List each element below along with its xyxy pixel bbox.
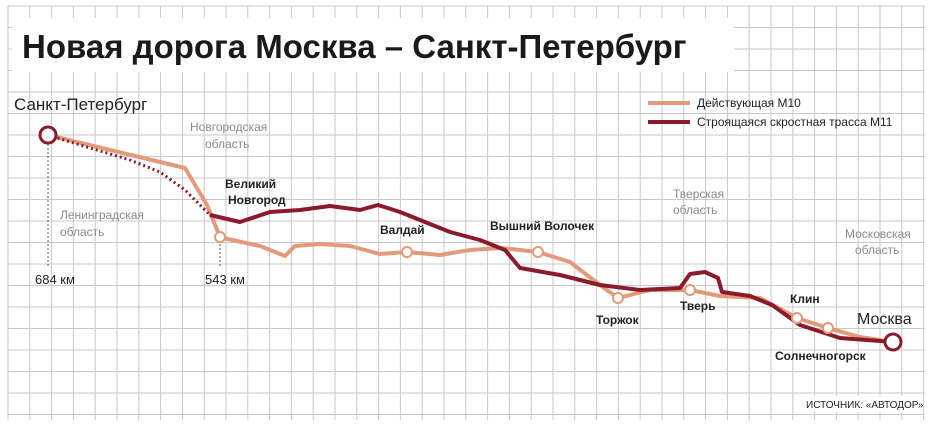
region-label: область <box>205 137 249 151</box>
city-marker <box>214 231 226 243</box>
city-label: Вышний Волочек <box>490 219 595 233</box>
title-bg <box>12 18 734 72</box>
region-label: область <box>60 225 104 239</box>
city-label: Солнечногорск <box>775 349 867 363</box>
endpoint-marker <box>38 125 58 145</box>
city-marker <box>401 246 413 258</box>
m11-route <box>209 203 894 344</box>
endpoint-marker <box>883 332 903 352</box>
region-label: Ленинградская <box>60 208 144 222</box>
region-label: Новгородская <box>190 120 267 134</box>
region-label: область <box>673 203 717 217</box>
city-marker <box>684 284 696 296</box>
city-label: Тверь <box>680 299 715 313</box>
endpoint-label: Санкт-Петербург <box>14 95 147 114</box>
source-bg <box>800 396 918 412</box>
endpoint-label: Москва <box>857 311 912 328</box>
m11-planned <box>47 133 212 217</box>
m10-route <box>47 133 894 344</box>
city-label: Валдай <box>380 223 425 237</box>
region-label: Московская <box>845 227 911 241</box>
city-markers <box>214 231 834 334</box>
source: ИСТОЧНИК: «АВТОДОР» <box>806 400 924 411</box>
city-label: Клин <box>790 292 820 306</box>
city-marker <box>532 246 544 258</box>
city-marker <box>822 322 834 334</box>
region-label: область <box>855 243 899 257</box>
city-label: Торжок <box>596 313 640 327</box>
legend-label: Действующая М10 <box>697 96 801 110</box>
city-label: Великий <box>225 177 276 191</box>
legend-label: Строящаяся скростная трасса М11 <box>697 115 893 129</box>
city-marker <box>612 292 624 304</box>
city-label: Новгород <box>228 193 286 207</box>
region-label: Тверская <box>673 187 724 201</box>
title: Новая дорога Москва – Санкт-Петербург <box>22 28 687 65</box>
distance-label: 543 км <box>205 272 245 287</box>
city-marker <box>791 312 803 324</box>
distance-label: 684 км <box>35 272 75 287</box>
